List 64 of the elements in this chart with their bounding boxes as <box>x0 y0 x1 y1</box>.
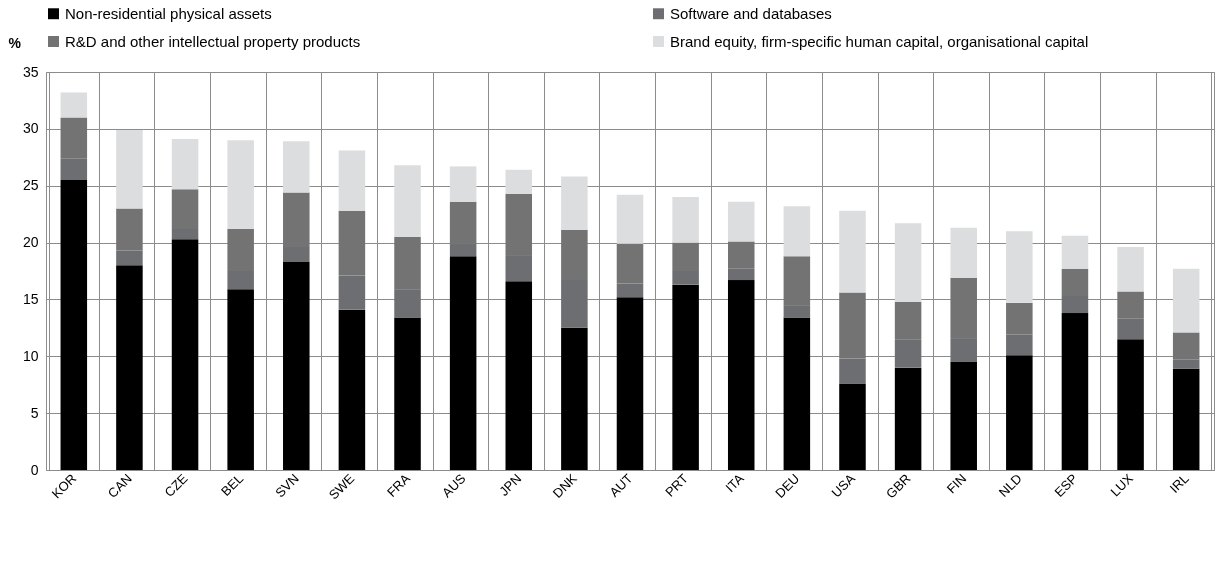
y-tick-label: 5 <box>30 404 39 421</box>
bar <box>1172 268 1200 333</box>
bar <box>60 180 88 470</box>
bar <box>394 317 421 470</box>
bar <box>561 327 588 470</box>
x-tick-label: IRL <box>1166 470 1192 496</box>
y-tick-label: 35 <box>22 63 39 80</box>
bar <box>561 176 588 231</box>
bar <box>1006 355 1033 470</box>
bar <box>449 166 477 202</box>
x-tick-label: ITA <box>722 470 747 496</box>
bar <box>283 261 310 470</box>
bar <box>783 317 811 470</box>
x-tick-label: FRA <box>383 470 414 500</box>
bar <box>727 280 755 470</box>
bar <box>839 210 866 293</box>
legend-label: Brand equity, firm-specific human capital, organisational capital <box>670 32 1089 50</box>
bar <box>449 256 477 470</box>
bar <box>672 284 699 470</box>
y-tick-label: 15 <box>22 290 39 307</box>
bar <box>227 140 254 229</box>
bar <box>950 227 977 278</box>
bar <box>727 201 755 242</box>
x-tick-label: USA <box>828 470 859 501</box>
bar <box>616 194 644 244</box>
bar <box>394 165 421 237</box>
bar <box>116 129 143 209</box>
bar <box>338 309 366 470</box>
y-tick-label: 0 <box>30 461 39 478</box>
bar <box>1172 368 1200 470</box>
bar <box>783 206 811 257</box>
bar <box>672 197 699 243</box>
bar <box>171 139 199 190</box>
bar <box>839 383 866 470</box>
bar <box>171 239 199 470</box>
bar <box>1061 235 1089 269</box>
x-tick-label: BEL <box>218 470 247 499</box>
x-tick-label: JPN <box>496 470 525 499</box>
bar <box>116 265 143 470</box>
y-tick-label: 25 <box>22 177 39 194</box>
x-tick-label: FIN <box>943 470 970 497</box>
bar <box>60 92 88 118</box>
y-tick-label: 10 <box>22 347 39 364</box>
bar <box>227 289 254 470</box>
legend-label: R&D and other intellectual property products <box>65 32 361 50</box>
bar <box>1006 231 1033 303</box>
bar <box>283 141 310 193</box>
bar <box>1117 339 1144 470</box>
bar <box>950 361 977 470</box>
x-tick-label: NLD <box>995 470 1025 500</box>
bar <box>894 223 922 302</box>
x-tick-label: CZE <box>161 470 191 500</box>
legend-label: Non-residential physical assets <box>65 4 272 22</box>
y-tick-label: 30 <box>22 120 39 137</box>
bar <box>505 281 533 470</box>
y-axis-title: % <box>8 34 22 51</box>
bar <box>894 367 922 470</box>
bar <box>616 297 644 470</box>
legend-label: Software and databases <box>670 4 832 22</box>
bar <box>505 169 533 194</box>
bar <box>1117 247 1144 292</box>
y-tick-label: 20 <box>22 234 39 251</box>
bar <box>1061 313 1089 470</box>
bar <box>338 150 366 211</box>
